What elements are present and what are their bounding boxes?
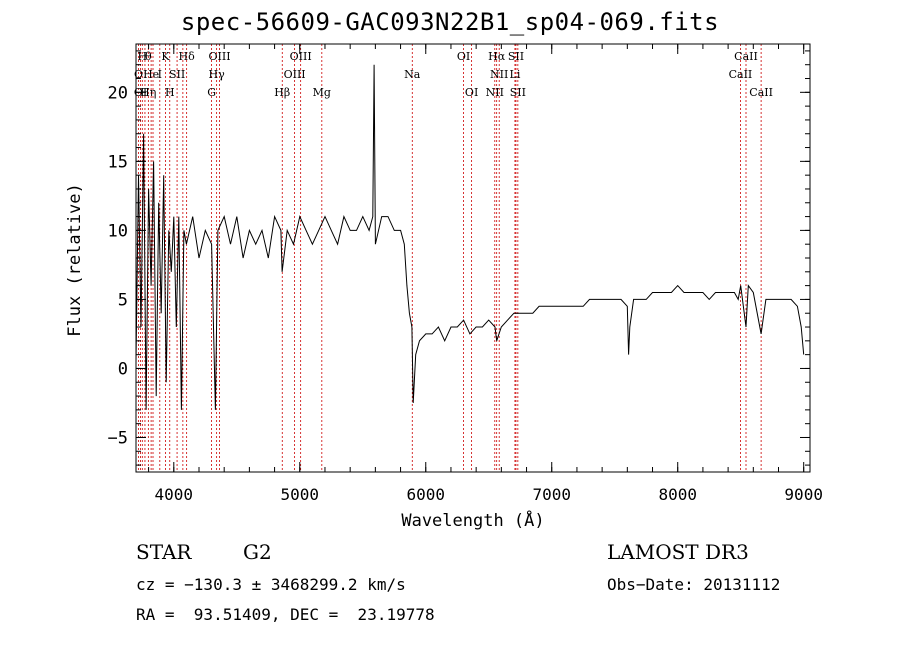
line-label: Li	[510, 68, 521, 81]
x-tick-label: 7000	[532, 485, 571, 504]
line-label: O	[134, 68, 143, 81]
y-tick-label: −5	[108, 428, 128, 448]
line-label: H	[140, 86, 150, 99]
line-label: K	[161, 50, 170, 63]
line-label: Hδ	[179, 50, 196, 63]
line-label: Na	[404, 68, 421, 81]
line-label: He	[143, 68, 159, 81]
line-label: G	[207, 86, 216, 99]
x-tick-label: 8000	[658, 485, 697, 504]
line-label: OIII	[290, 50, 312, 63]
line-label: Hγ	[209, 68, 226, 81]
x-tick-label: 4000	[155, 485, 194, 504]
line-label: OI	[465, 86, 478, 99]
chart-title: spec-56609-GAC093N22B1_sp04-069.fits	[180, 8, 720, 36]
line-label: H	[138, 50, 148, 63]
survey-name: LAMOST DR3	[607, 540, 749, 564]
line-label: CaII	[729, 68, 753, 81]
line-label: I	[158, 68, 162, 81]
coordinates: RA = 93.51409, DEC = 23.19778	[136, 605, 435, 624]
x-tick-label: 9000	[784, 485, 823, 504]
spectral-line-markers	[138, 44, 762, 472]
line-label: η	[150, 86, 157, 99]
line-label: OI	[134, 86, 147, 99]
spectral-line-labels: OOIHHθHeηIKHSIIHδGHγOIIIHβOIIIOIIIMgNaOI…	[134, 50, 773, 99]
line-label: SII	[169, 68, 185, 81]
line-label: NII	[490, 68, 508, 81]
line-label: SII	[508, 50, 524, 63]
line-label: NII	[486, 86, 504, 99]
line-label: CaII	[749, 86, 773, 99]
x-tick-label: 5000	[281, 485, 320, 504]
y-tick-label: 0	[118, 359, 128, 379]
redshift-text: cz = −130.3 ± 3468299.2 km/s	[136, 575, 406, 594]
line-label: CaII	[734, 50, 758, 63]
x-axis-label: Wavelength (Å)	[401, 511, 545, 531]
y-tick-label: 5	[118, 290, 128, 310]
line-label: OIII	[284, 68, 306, 81]
line-label: H	[165, 86, 175, 99]
line-label: OI	[457, 50, 470, 63]
line-label: Hβ	[274, 86, 290, 99]
x-tick-label: 6000	[406, 485, 445, 504]
y-tick-label: 10	[108, 221, 128, 241]
y-tick-label: 20	[108, 83, 128, 103]
spectrum-series	[135, 64, 805, 410]
y-tick-label: 15	[108, 152, 128, 172]
plot-frame	[135, 43, 811, 473]
object-class: STAR	[136, 540, 192, 564]
line-label: SII	[510, 86, 526, 99]
axis-ticks: 4000 5000 6000 7000 8000 9000 −5 0 5 10 15 20	[108, 44, 823, 504]
line-label: Hα	[488, 50, 506, 63]
line-label: OIII	[208, 50, 230, 63]
spectrum-line	[135, 64, 805, 410]
y-axis-label: Flux (relative)	[65, 183, 85, 337]
object-subclass: G2	[243, 540, 272, 564]
line-label: θ	[145, 50, 152, 63]
obs-date: Obs−Date: 20131112	[607, 575, 781, 594]
line-label: Mg	[313, 86, 331, 99]
